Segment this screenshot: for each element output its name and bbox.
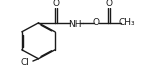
Text: CH₃: CH₃ <box>118 18 135 27</box>
Text: Cl: Cl <box>20 58 29 67</box>
Text: O: O <box>53 0 60 9</box>
Text: NH: NH <box>68 20 82 29</box>
Text: O: O <box>106 0 113 9</box>
Text: O: O <box>93 18 100 27</box>
